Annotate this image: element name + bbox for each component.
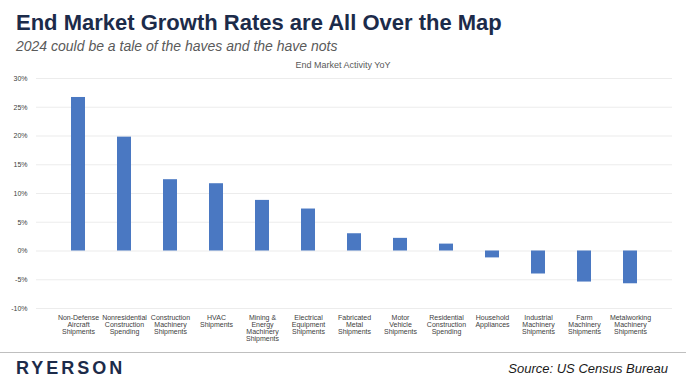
html-text:Source: US Census Bureau: Source: US Census Bureau [508, 361, 668, 376]
svg-text:MetalworkingMachineryShipments: MetalworkingMachineryShipments [610, 314, 651, 336]
svg-text:HouseholdAppliances: HouseholdAppliances [475, 314, 510, 329]
svg-text:HVACShipments: HVACShipments [200, 314, 234, 329]
html-text:End Market Activity YoY: End Market Activity YoY [295, 60, 391, 70]
svg-text:Non-DefenseAircraftShipments: Non-DefenseAircraftShipments [58, 314, 99, 336]
svg-text:FarmMachineryShipments: FarmMachineryShipments [568, 314, 602, 336]
svg-text:ConstructionMachineryShipments: ConstructionMachineryShipments [151, 314, 190, 336]
svg-text:IndustrialMachineryShipments: IndustrialMachineryShipments [522, 314, 556, 336]
html-text:2024 could be a tale of the ha: 2024 could be a tale of the haves and th… [16, 38, 338, 54]
svg-text:30%: 30% [13, 75, 27, 82]
svg-text:ResidentialConstructionSpendin: ResidentialConstructionSpending [427, 314, 466, 336]
svg-text:5%: 5% [17, 218, 27, 225]
svg-text:NonresidentialConstructionSpen: NonresidentialConstructionSpending [102, 314, 147, 336]
svg-text:15%: 15% [13, 161, 27, 168]
svg-text:ElectricalEquipmentShipments: ElectricalEquipmentShipments [292, 314, 326, 336]
html-text:End Market Growth Rates are Al: End Market Growth Rates are All Over the… [16, 10, 502, 35]
svg-text:MotorVehicleShipments: MotorVehicleShipments [384, 314, 418, 336]
svg-text:10%: 10% [13, 190, 27, 197]
svg-text:-5%: -5% [15, 276, 27, 283]
svg-text:-10%: -10% [11, 305, 27, 312]
svg-text:Mining &EnergyMachineryShipmen: Mining &EnergyMachineryShipments [246, 314, 280, 343]
svg-text:0%: 0% [17, 247, 27, 254]
html-text:RYERSON: RYERSON [16, 358, 126, 378]
svg-text:FabricatedMetalShipments: FabricatedMetalShipments [338, 314, 372, 336]
svg-text:25%: 25% [13, 103, 27, 110]
svg-text:20%: 20% [13, 132, 27, 139]
